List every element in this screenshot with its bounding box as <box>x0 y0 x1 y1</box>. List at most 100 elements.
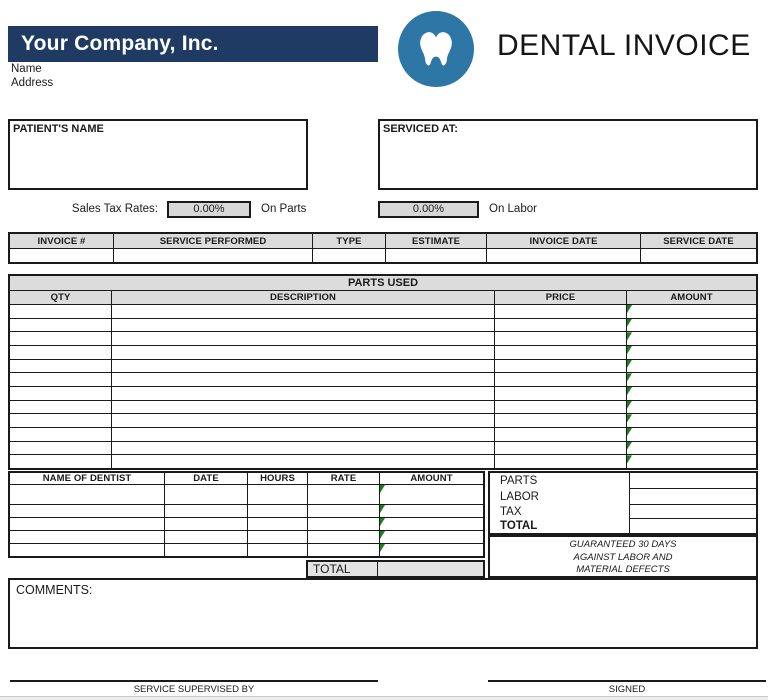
labor-cell-rate[interactable] <box>308 485 380 504</box>
parts-cell-description[interactable] <box>112 359 495 373</box>
labor-cell-date[interactable] <box>165 518 248 530</box>
parts-cell-price[interactable] <box>495 441 627 455</box>
parts-cell-qty[interactable] <box>10 455 112 469</box>
labor-cell-hours[interactable] <box>248 531 308 543</box>
parts-cell-price[interactable] <box>495 332 627 346</box>
labor-cell-date[interactable] <box>165 485 248 504</box>
type-cell[interactable] <box>313 249 386 262</box>
parts-cell-amount[interactable] <box>627 318 756 332</box>
parts-cell-amount[interactable] <box>627 373 756 386</box>
parts-cell-description[interactable] <box>112 332 495 346</box>
serviced-at-box[interactable]: SERVICED AT: <box>378 119 758 190</box>
invoice-date-cell[interactable] <box>487 249 641 262</box>
parts-cell-qty[interactable] <box>10 346 112 359</box>
parts-cell-description[interactable] <box>112 373 495 387</box>
parts-cell-amount[interactable] <box>627 428 756 441</box>
labor-cell-rate[interactable] <box>308 544 380 557</box>
price-header: PRICE <box>495 291 627 304</box>
company-address-line: Address <box>11 77 54 89</box>
labor-cell-dentist[interactable] <box>10 518 165 530</box>
labor-cell-rate[interactable] <box>308 531 380 543</box>
parts-cell-qty[interactable] <box>10 441 112 455</box>
estimate-cell[interactable] <box>386 249 487 262</box>
invoice-meta-header-row: INVOICE # SERVICE PERFORMED TYPE ESTIMAT… <box>10 234 756 249</box>
formula-indicator-icon <box>380 505 385 513</box>
labor-cell-dentist[interactable] <box>10 485 165 504</box>
parts-cell-amount[interactable] <box>627 441 756 455</box>
summary-value-labor[interactable] <box>629 489 756 505</box>
parts-cell-qty[interactable] <box>10 318 112 332</box>
parts-cell-amount[interactable] <box>627 400 756 414</box>
parts-cell-description[interactable] <box>112 318 495 332</box>
parts-cell-price[interactable] <box>495 346 627 359</box>
parts-cell-price[interactable] <box>495 455 627 469</box>
parts-cell-price[interactable] <box>495 305 627 318</box>
parts-cell-description[interactable] <box>112 305 495 318</box>
parts-cell-amount[interactable] <box>627 305 756 318</box>
labor-total-value-cell[interactable] <box>378 562 483 576</box>
labor-cell-hours[interactable] <box>248 518 308 530</box>
parts-cell-description[interactable] <box>112 387 495 400</box>
service-performed-cell[interactable] <box>114 249 313 262</box>
parts-cell-qty[interactable] <box>10 305 112 318</box>
labor-cell-dentist[interactable] <box>10 531 165 543</box>
parts-cell-amount[interactable] <box>627 414 756 427</box>
qty-header: QTY <box>10 291 112 304</box>
signed-signature-line <box>488 680 766 682</box>
parts-cell-qty[interactable] <box>10 373 112 387</box>
parts-cell-price[interactable] <box>495 373 627 387</box>
summary-value-tax[interactable] <box>629 505 756 519</box>
parts-cell-description[interactable] <box>112 414 495 428</box>
labor-cell-rate[interactable] <box>308 505 380 517</box>
parts-cell-price[interactable] <box>495 318 627 332</box>
parts-cell-price[interactable] <box>495 387 627 400</box>
patient-name-box[interactable]: PATIENT'S NAME <box>8 119 308 190</box>
parts-cell-amount[interactable] <box>627 455 756 468</box>
labor-cell-amount[interactable] <box>380 531 483 543</box>
labor-cell-amount[interactable] <box>380 485 483 504</box>
labor-cell-dentist[interactable] <box>10 505 165 517</box>
parts-cell-qty[interactable] <box>10 332 112 346</box>
parts-cell-description[interactable] <box>112 346 495 359</box>
comments-box[interactable]: COMMENTS: <box>8 578 758 649</box>
parts-cell-amount[interactable] <box>627 359 756 373</box>
invoice-number-cell[interactable] <box>10 249 114 262</box>
labor-cell-date[interactable] <box>165 544 248 557</box>
parts-cell-amount[interactable] <box>627 332 756 345</box>
labor-cell-dentist[interactable] <box>10 544 165 557</box>
labor-tax-rate-field[interactable]: 0.00% <box>378 201 479 218</box>
summary-value-parts[interactable] <box>629 473 756 489</box>
parts-cell-qty[interactable] <box>10 359 112 373</box>
parts-cell-qty[interactable] <box>10 414 112 428</box>
parts-cell-description[interactable] <box>112 455 495 469</box>
labor-cell-amount[interactable] <box>380 505 483 517</box>
parts-cell-price[interactable] <box>495 400 627 414</box>
parts-cell-qty[interactable] <box>10 387 112 400</box>
parts-cell-description[interactable] <box>112 441 495 455</box>
labor-cell-hours[interactable] <box>248 544 308 557</box>
labor-cell-rate[interactable] <box>308 518 380 530</box>
labor-cell-date[interactable] <box>165 505 248 517</box>
labor-cell-hours[interactable] <box>248 505 308 517</box>
summary-label-tax: TAX <box>500 506 522 518</box>
labor-total-row: TOTAL <box>306 560 485 578</box>
parts-tax-rate-field[interactable]: 0.00% <box>167 201 251 218</box>
parts-cell-qty[interactable] <box>10 428 112 441</box>
parts-cell-amount[interactable] <box>627 387 756 400</box>
parts-cell-qty[interactable] <box>10 400 112 414</box>
parts-cell-price[interactable] <box>495 414 627 428</box>
parts-cell-description[interactable] <box>112 400 495 414</box>
parts-cell-price[interactable] <box>495 428 627 441</box>
labor-cell-amount[interactable] <box>380 518 483 530</box>
summary-value-total[interactable] <box>629 519 756 533</box>
labor-cell-amount[interactable] <box>380 544 483 557</box>
formula-indicator-icon <box>627 359 632 368</box>
service-date-cell[interactable] <box>641 249 756 262</box>
labor-cell-date[interactable] <box>165 531 248 543</box>
parts-cell-price[interactable] <box>495 359 627 373</box>
formula-indicator-icon <box>627 332 632 341</box>
labor-cell-hours[interactable] <box>248 485 308 504</box>
parts-cell-amount[interactable] <box>627 346 756 359</box>
formula-indicator-icon <box>627 318 632 327</box>
parts-cell-description[interactable] <box>112 428 495 441</box>
